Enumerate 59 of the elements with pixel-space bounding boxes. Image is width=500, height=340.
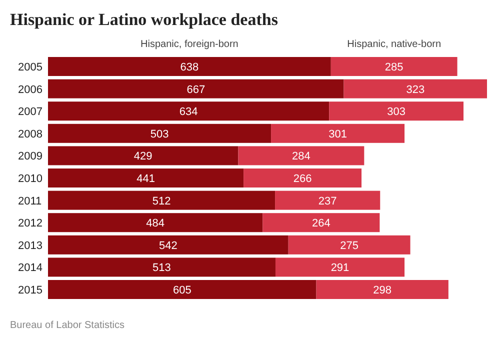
data-label: 605: [172, 284, 192, 296]
data-label: 291: [330, 262, 350, 274]
data-label: 264: [312, 218, 330, 230]
data-label: 284: [292, 150, 310, 163]
bar: [275, 258, 405, 277]
bar: [244, 168, 362, 188]
data-label: 513: [152, 262, 171, 274]
data-label: 638: [180, 62, 199, 74]
bar: [48, 190, 276, 210]
bar: [344, 79, 487, 98]
data-label: 429: [134, 150, 152, 163]
data-label: 634: [179, 106, 198, 118]
y-tick-label: 2010: [18, 173, 42, 185]
bar: [48, 79, 344, 98]
bar: [48, 168, 244, 188]
chart-title: Hispanic or Latino workplace deaths: [10, 10, 278, 29]
bar: [316, 280, 448, 299]
y-tick-label: 2009: [18, 150, 42, 163]
bar: [275, 190, 380, 210]
bar: [48, 235, 288, 254]
data-label: 441: [136, 173, 155, 185]
data-label: 503: [150, 128, 169, 140]
bar: [48, 280, 316, 299]
data-label: 266: [293, 173, 312, 185]
data-label: 323: [406, 84, 425, 96]
data-label: 484: [146, 218, 164, 230]
y-tick-label: 2015: [18, 284, 42, 296]
bar: [262, 213, 380, 232]
bar: [288, 235, 410, 254]
bar: [271, 124, 405, 143]
y-tick-label: 2007: [18, 106, 42, 118]
series-label: Hispanic, native-born: [347, 39, 442, 50]
bar: [48, 213, 263, 232]
data-label: 275: [340, 240, 358, 252]
y-tick-label: 2014: [18, 262, 42, 274]
data-label: 298: [373, 284, 392, 296]
text: Bureau of Labor Statistics: [10, 320, 125, 331]
y-tick-label: 2006: [18, 84, 42, 96]
data-label: 285: [384, 62, 404, 74]
y-tick-label: 2011: [18, 195, 42, 208]
bar: [48, 258, 276, 277]
data-label: 542: [158, 240, 178, 252]
bar: [48, 146, 238, 166]
bar: [238, 146, 364, 166]
bar: [48, 102, 330, 121]
data-label: 667: [186, 84, 206, 96]
bar: [329, 102, 464, 121]
data-label: 237: [318, 195, 337, 208]
bar: [48, 124, 272, 143]
y-tick-label: 2005: [18, 62, 42, 74]
bar: [48, 57, 331, 76]
data-label: 512: [152, 195, 171, 208]
y-tick-label: 2012: [18, 218, 42, 230]
data-label: 301: [328, 128, 347, 140]
series-label: Hispanic, foreign-born: [140, 39, 238, 50]
bar: [330, 57, 458, 76]
y-tick-label: 2008: [18, 128, 42, 140]
data-label: 303: [387, 106, 406, 118]
y-tick-label: 2013: [18, 240, 42, 252]
